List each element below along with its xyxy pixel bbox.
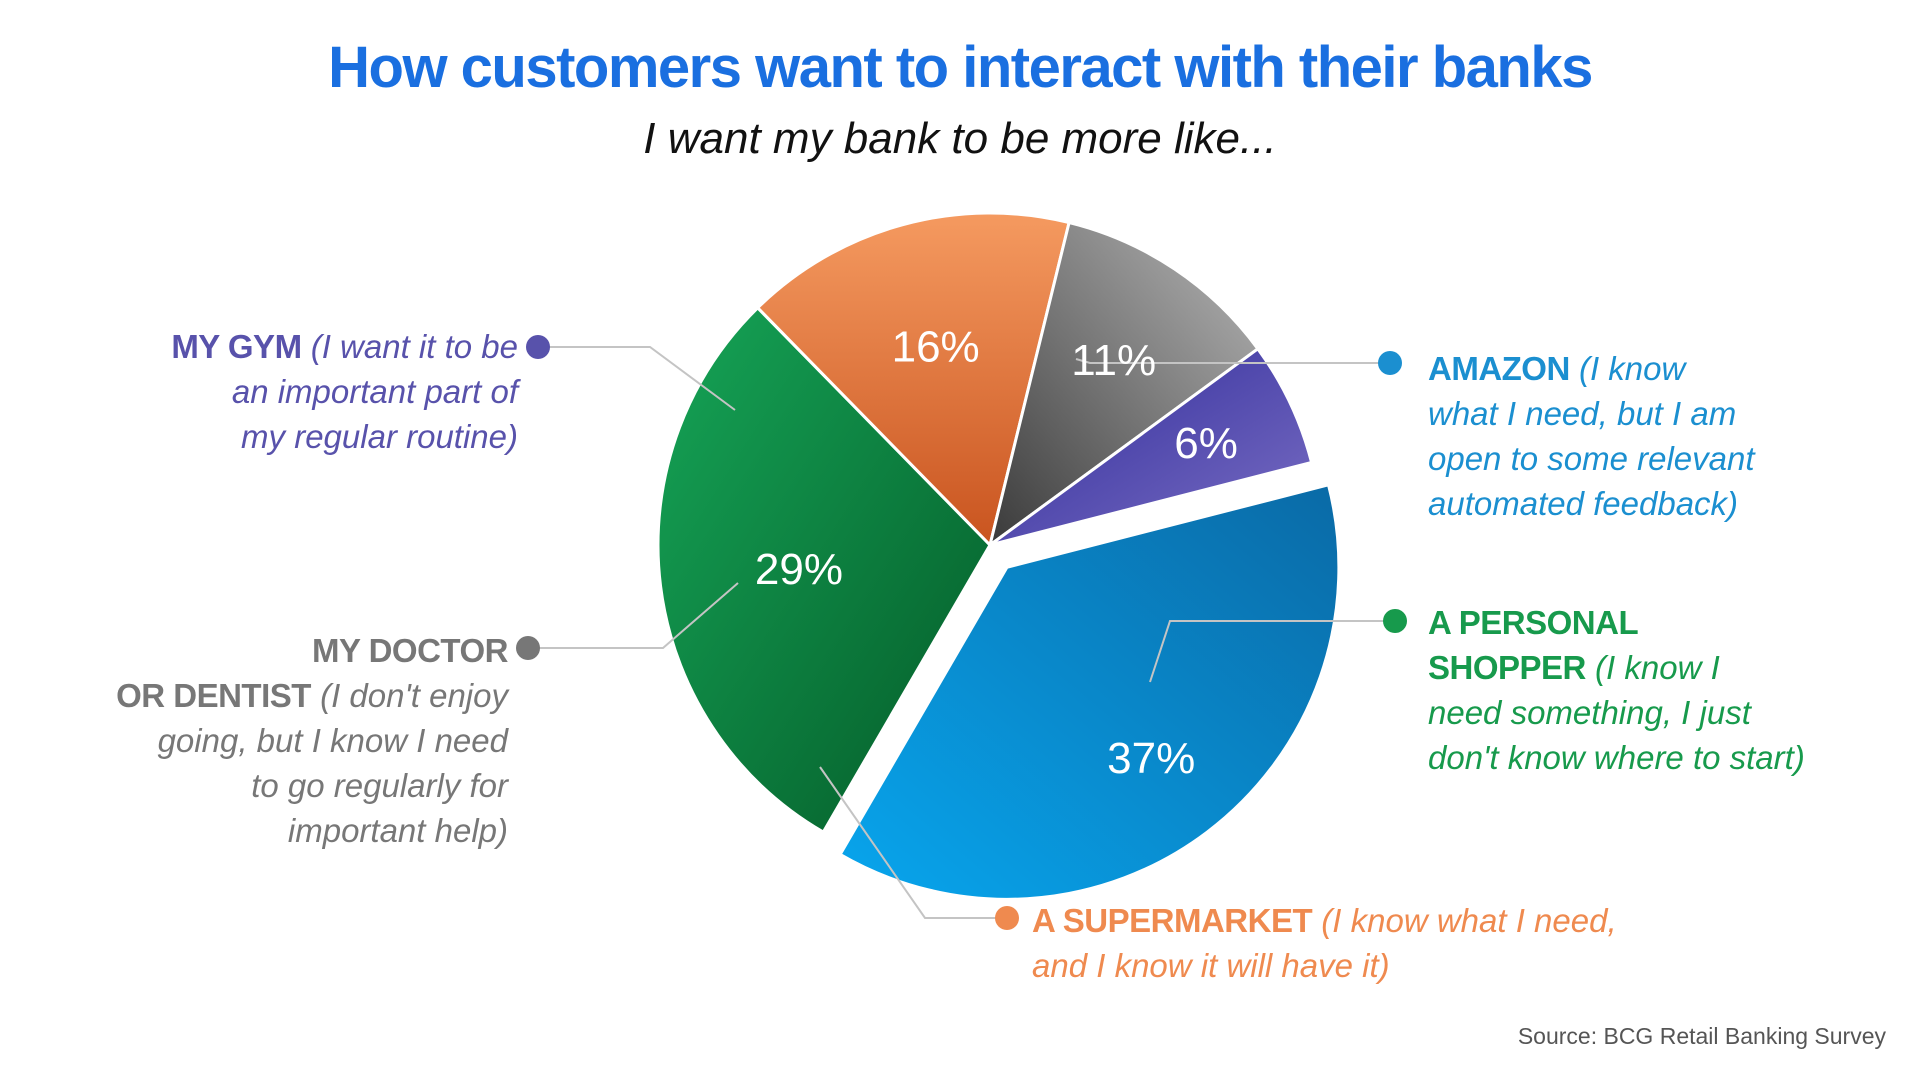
legend-doctor: MY DOCTOR OR DENTIST (I don't enjoy goin… — [40, 628, 508, 853]
leader-line — [819, 766, 1007, 919]
legend-doctor-desc-4: important help) — [287, 812, 508, 849]
legend-doctor-name-1: MY DOCTOR — [312, 632, 508, 669]
legend-shopper-name-2: SHOPPER — [1428, 649, 1586, 686]
legend-supermarket: A SUPERMARKET (I know what I need, and I… — [1032, 898, 1617, 988]
legend-shopper-desc-2: need something, I just — [1428, 694, 1751, 731]
legend-amazon-desc-1: (I know — [1578, 350, 1686, 387]
legend-gym-desc-1: (I want it to be — [310, 328, 518, 365]
legend-gym-name: MY GYM — [171, 328, 302, 365]
slice-value-label: 37% — [1107, 734, 1195, 783]
chart-subtitle: I want my bank to be more like... — [643, 114, 1277, 163]
legend-personal-shopper: A PERSONAL SHOPPER (I know I need someth… — [1428, 600, 1805, 780]
pie-slice-a-personal-shopper — [656, 305, 992, 835]
chart-title: How customers want to interact with thei… — [328, 35, 1593, 100]
legend-gym-desc-3: my regular routine) — [241, 418, 518, 455]
leader-line — [538, 346, 736, 411]
legend-amazon-name: AMAZON — [1428, 350, 1570, 387]
slice-value-label: 11% — [1071, 336, 1156, 385]
legend-shopper-desc-1: (I know I — [1595, 649, 1720, 686]
legend-doctor-desc-2: going, but I know I need — [157, 722, 508, 759]
legend-doctor-desc-3: to go regularly for — [251, 767, 508, 804]
legend-gym-desc-2: an important part of — [231, 373, 518, 410]
legend-doctor-desc-1: (I don't enjoy — [320, 677, 508, 714]
legend-amazon: AMAZON (I know what I need, but I am ope… — [1428, 346, 1755, 526]
leader-line — [528, 582, 739, 649]
legend-dot — [526, 335, 550, 359]
legend-doctor-name-2: OR DENTIST — [116, 677, 311, 714]
leader-line — [1149, 620, 1395, 683]
legend-supermarket-desc-2: and I know it will have it) — [1032, 947, 1390, 984]
pie-slice-a-supermarket — [755, 211, 1071, 548]
legend-supermarket-name: A SUPERMARKET — [1032, 902, 1313, 939]
slice-value-label: 16% — [892, 322, 980, 371]
legend-dot — [1378, 351, 1402, 375]
legend-amazon-desc-2: what I need, but I am — [1428, 395, 1737, 432]
leader-line — [1075, 358, 1390, 364]
slice-value-label: 6% — [1174, 419, 1238, 468]
legend-gym: MY GYM (I want it to be an important par… — [40, 324, 518, 459]
legend-amazon-desc-4: automated feedback) — [1428, 485, 1739, 522]
pie-slice-amazon — [838, 482, 1341, 901]
legend-shopper-desc-3: don't know where to start) — [1428, 739, 1805, 776]
pie-slice-my-gym — [989, 346, 1314, 547]
legend-shopper-name-1: A PERSONAL — [1428, 604, 1639, 641]
source-note: Source: BCG Retail Banking Survey — [1517, 1023, 1886, 1049]
legend-supermarket-desc-1: (I know what I need, — [1321, 902, 1617, 939]
pie-slice-my-doctor-or-dentist — [987, 220, 1260, 549]
slice-value-label: 29% — [755, 545, 843, 594]
legend-dot — [516, 636, 540, 660]
legend-dot — [995, 906, 1019, 930]
legend-dot — [1383, 609, 1407, 633]
legend-amazon-desc-3: open to some relevant — [1428, 440, 1755, 477]
